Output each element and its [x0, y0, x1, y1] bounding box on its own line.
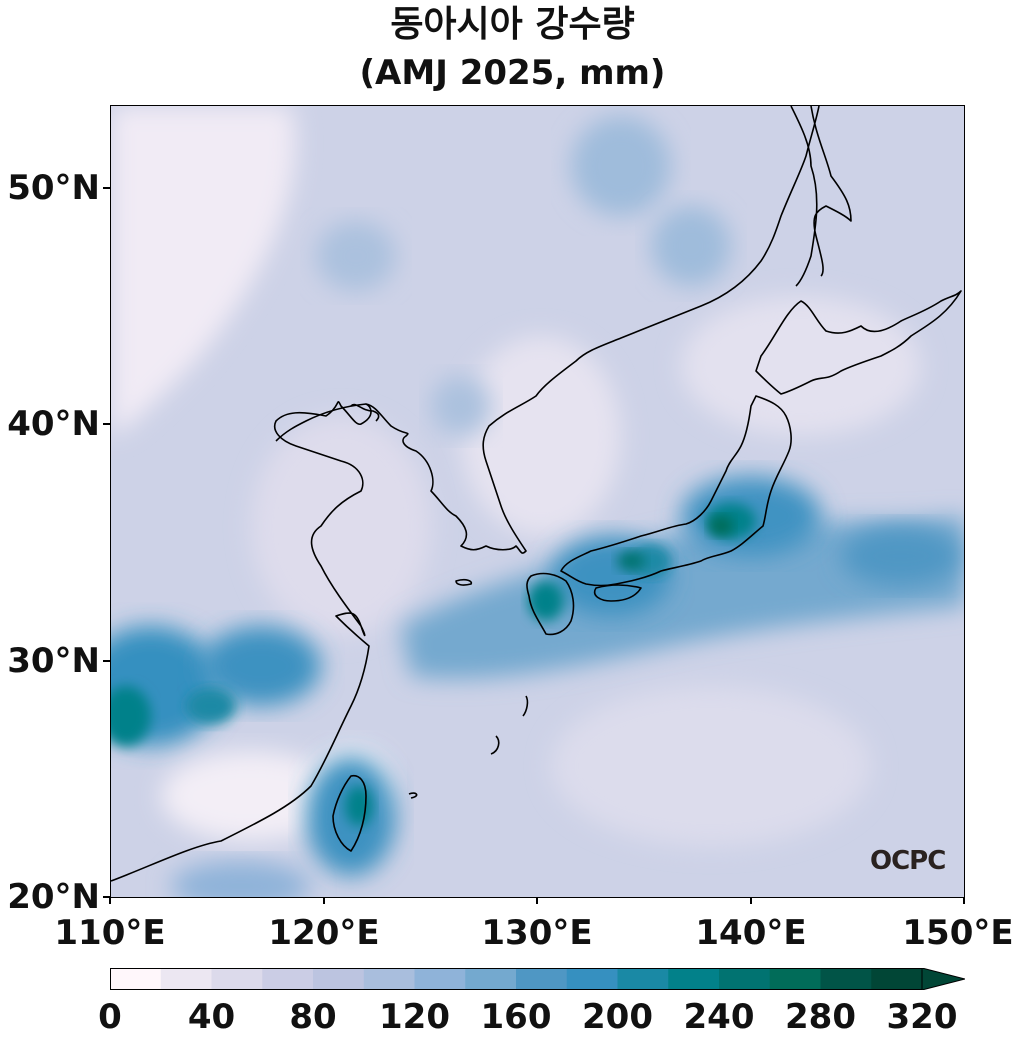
colorbar-tick-label: 160: [480, 997, 552, 1037]
lon-tick: [536, 897, 538, 904]
colorbar-cell: [363, 968, 415, 990]
lat-tick: [103, 896, 110, 898]
lat-label-30: 30°N: [7, 641, 100, 681]
lat-label-20: 20°N: [7, 877, 100, 917]
colorbar-tick-label: 80: [289, 997, 337, 1037]
colorbar-cell: [516, 968, 568, 990]
colorbar-cell: [871, 968, 923, 990]
lat-tick: [103, 423, 110, 425]
lon-label-110: 110°E: [54, 913, 166, 953]
coastlines: [111, 106, 962, 882]
lat-tick: [103, 187, 110, 189]
chart-title: 동아시아 강수량: [390, 4, 635, 45]
colorbar-cell: [211, 968, 263, 990]
colorbar-extend-arrow: [921, 968, 965, 990]
colorbar-tick-label: 200: [582, 997, 653, 1037]
colorbar-cell: [110, 968, 162, 990]
colorbar-cell: [465, 968, 517, 990]
lon-label-130: 130°E: [481, 913, 593, 953]
colorbar-cell: [313, 968, 365, 990]
colorbar-cell: [668, 968, 720, 990]
colorbar-cell: [769, 968, 821, 990]
lon-tick: [963, 897, 965, 904]
lon-label-120: 120°E: [268, 913, 380, 953]
colorbar-tick-label: 280: [785, 997, 856, 1037]
lon-tick: [750, 897, 752, 904]
chart-subtitle: (AMJ 2025, mm): [359, 53, 666, 93]
ocpc-logo: OCPC: [870, 846, 946, 876]
lon-label-150: 150°E: [902, 913, 1014, 953]
colorbar-cell: [160, 968, 212, 990]
colorbar-cell: [719, 968, 771, 990]
lon-label-140: 140°E: [695, 913, 807, 953]
lat-label-40: 40°N: [7, 404, 100, 444]
colorbar-tick-label: 120: [379, 997, 450, 1037]
lon-tick: [323, 897, 325, 904]
colorbar-cell: [820, 968, 872, 990]
colorbar-tick-label: 240: [683, 997, 755, 1037]
colorbar: [110, 968, 965, 990]
colorbar-cell: [617, 968, 669, 990]
colorbar-cell: [566, 968, 618, 990]
colorbar-cell: [414, 968, 466, 990]
colorbar-tick-label: 0: [98, 997, 122, 1037]
colorbar-tick-label: 320: [886, 997, 958, 1037]
precipitation-field: [111, 106, 964, 897]
colorbar-cell: [262, 968, 314, 990]
lon-tick: [109, 897, 111, 904]
colorbar-tick-label: 40: [187, 997, 236, 1037]
precipitation-map: [110, 105, 965, 898]
map-canvas: [111, 106, 964, 897]
lat-label-50: 50°N: [7, 168, 100, 208]
lat-tick: [103, 660, 110, 662]
